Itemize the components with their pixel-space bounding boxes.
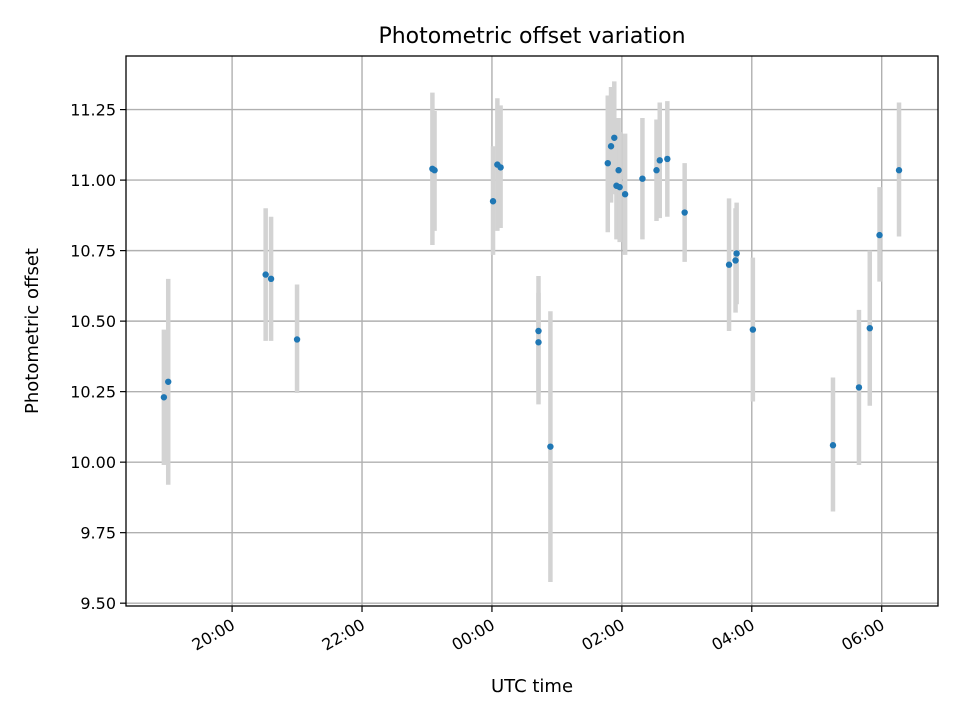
y-tick-label: 10.25 [70, 383, 116, 402]
data-point [165, 378, 172, 385]
data-point [267, 275, 275, 283]
data-point [733, 250, 740, 257]
y-tick-label: 9.50 [80, 594, 116, 613]
data-point [547, 443, 554, 450]
x-axis-label: UTC time [491, 676, 573, 697]
data-point [489, 198, 497, 205]
y-tick-label: 11.00 [70, 171, 116, 190]
y-tick-label: 10.50 [70, 312, 116, 331]
data-point [656, 157, 663, 164]
chart-title: Photometric offset variation [378, 24, 685, 49]
data-point [653, 167, 660, 174]
data-point [535, 327, 542, 335]
data-point [616, 183, 623, 191]
data-point [535, 339, 542, 346]
data-point [604, 159, 611, 167]
data-point [160, 394, 168, 401]
y-axis-label: Photometric offset [22, 248, 43, 414]
y-axis-ticks: 9.50 9.75 10.00 10.25 10.50 10.75 11.00 11.25 [70, 101, 126, 613]
data-point [866, 324, 873, 332]
data-point [876, 231, 883, 239]
data-point [681, 209, 688, 216]
data-point [621, 191, 629, 198]
data-point [855, 384, 863, 391]
data-point [732, 257, 739, 264]
data-point [749, 326, 757, 333]
data-point [664, 155, 671, 163]
data-point [293, 336, 301, 343]
data-point [262, 271, 269, 278]
data-point [611, 134, 618, 141]
data-point [725, 261, 733, 268]
plot-frame [125, 55, 939, 607]
y-tick-label: 9.75 [80, 524, 116, 543]
data-point [497, 164, 504, 171]
data-point [607, 143, 615, 150]
data-point [615, 167, 622, 174]
data-points [160, 134, 903, 450]
data-point [431, 167, 438, 174]
data-point [895, 167, 903, 174]
y-tick-label: 11.25 [70, 101, 116, 120]
y-tick-label: 10.75 [70, 242, 116, 261]
y-tick-label: 10.00 [70, 453, 116, 472]
data-point [639, 175, 646, 182]
data-point [829, 442, 837, 449]
